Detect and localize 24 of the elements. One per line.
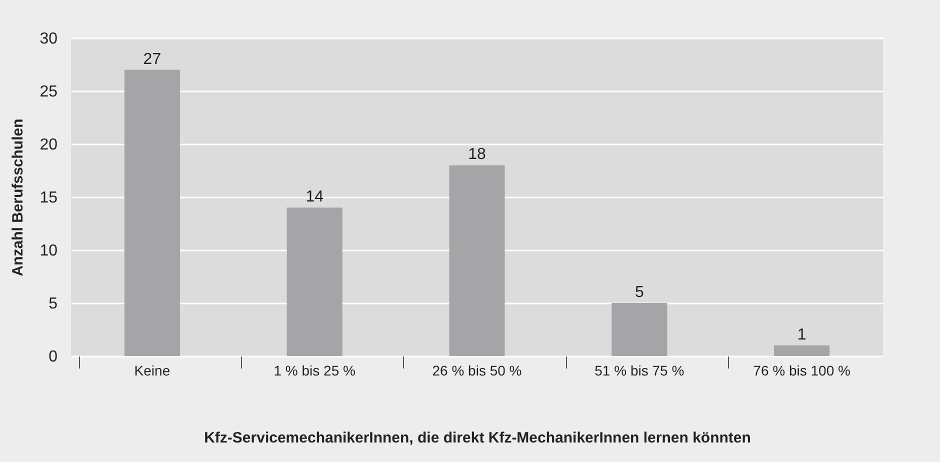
bar bbox=[612, 303, 668, 356]
y-tick-label: 0 bbox=[48, 348, 58, 366]
x-tick-label: 51 % bis 75 % bbox=[594, 362, 684, 378]
y-tick-label: 20 bbox=[40, 136, 58, 154]
y-tick-label: 5 bbox=[48, 296, 58, 312]
x-axis-title: Kfz-ServicemechanikerInnen, die direkt Kfz-MechanikerInnen lernen könnten bbox=[204, 430, 751, 446]
data-label: 5 bbox=[634, 284, 644, 301]
data-label: 18 bbox=[468, 146, 486, 164]
bar bbox=[124, 70, 180, 356]
data-label: 27 bbox=[143, 50, 162, 68]
y-tick-label: 10 bbox=[40, 242, 58, 260]
y-tick-label: 15 bbox=[40, 190, 58, 206]
y-tick-label: 30 bbox=[40, 30, 58, 48]
y-tick-label: 25 bbox=[40, 84, 58, 100]
x-tick-label: Keine bbox=[134, 362, 170, 378]
y-axis-title: Anzahl Berufsschulen bbox=[10, 118, 27, 276]
data-label: 14 bbox=[306, 188, 324, 206]
bar bbox=[449, 165, 505, 356]
x-tick-label: 26 % bis 50 % bbox=[432, 362, 522, 378]
bar bbox=[286, 208, 342, 356]
data-label: 1 bbox=[797, 326, 806, 344]
x-tick-label: 76 % bis 100 % bbox=[753, 362, 850, 378]
bar bbox=[774, 345, 830, 356]
x-tick-label: 1 % bis 25 % bbox=[274, 362, 356, 378]
